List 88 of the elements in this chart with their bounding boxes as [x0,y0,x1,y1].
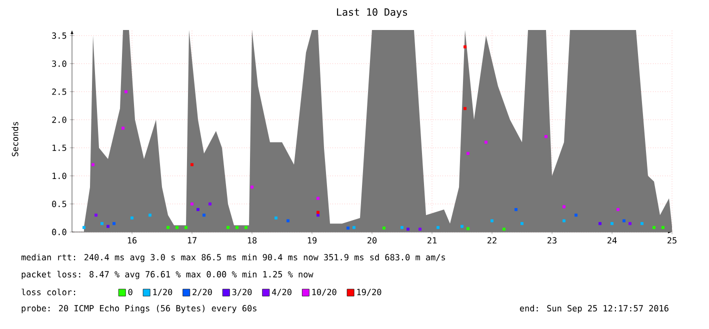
point [244,226,248,230]
point [464,45,467,48]
x-tick-label: 23 [548,237,556,244]
point [616,208,620,212]
point [652,226,656,230]
point [236,226,239,230]
point [100,222,104,226]
x-tick-label: 21 [428,237,437,244]
point [346,226,350,230]
point [122,126,124,130]
legend-title: loss color: [22,288,76,296]
point [502,228,506,231]
point [610,222,614,226]
x-tick-label: 19 [308,237,317,244]
legend-label: 4/20 [272,288,292,296]
point [130,216,134,220]
y-axis-title: Seconds [12,122,18,156]
legend-label: 1/20 [153,288,172,296]
point [106,224,110,228]
point [316,214,320,217]
point [662,226,665,230]
point [466,227,470,230]
legend-label: 10/20 [312,288,336,296]
point [250,186,254,189]
point [94,214,98,217]
y-tick-label: 3.5 [52,32,66,39]
text: probe: 20 ICMP Echo Pings (56 Bytes) every 60s [22,304,256,314]
point [226,226,230,230]
point [196,208,200,212]
point [640,222,644,226]
point [382,226,386,230]
x-tick-label: 25 [668,237,676,244]
point [514,208,518,212]
point [628,222,632,226]
point [520,222,524,226]
x-tick-label: 22 [488,237,496,244]
point [562,205,566,208]
point [176,226,178,230]
x-tick-label: 20 [368,237,377,244]
y-tick-label: 0.0 [52,228,66,236]
point [490,219,494,222]
point [544,135,548,138]
point [418,228,422,231]
point [574,214,578,217]
point [166,226,170,230]
point [562,219,566,222]
text: end: Sun Sep 25 12:17:57 2016 [520,304,668,314]
chart-title: Last 10 Days [337,8,408,18]
point [82,226,86,230]
point [148,214,152,217]
point [112,222,116,226]
point [274,216,278,220]
point [316,196,320,200]
legend-label: 3/20 [232,288,252,296]
x-tick-label: 18 [248,237,257,244]
y-tick-label: 2.5 [52,88,66,95]
point [184,226,188,230]
point [464,107,467,110]
point [598,222,602,226]
y-tick-label: 3.0 [52,60,66,67]
point [406,228,410,231]
y-tick-label: 1.0 [52,172,66,180]
legend-label: 19/20 [357,288,382,296]
legend-label: 2/20 [192,288,212,296]
point [92,163,94,166]
point [208,202,212,206]
point [202,214,206,217]
y-tick-label: 1.5 [52,144,66,151]
x-tick-label: 16 [128,237,137,244]
legend-label: 0 [128,288,132,296]
y-tick-label: 2.0 [52,116,66,123]
point [466,152,470,155]
point [400,226,404,230]
point [460,224,464,228]
point [484,140,488,144]
text: median rtt: 240.4 ms avg 3.0 s max 86.5 ms min 90.4 ms now 351.9 ms sd 683.0 m am/s [21,254,446,262]
point [352,226,356,230]
text: packet loss: 8.47 % avg 76.61 % max 0.00 % min 1.25 % now [22,270,314,280]
point [124,90,128,94]
point [286,219,290,222]
x-tick-label: 17 [188,237,196,244]
x-tick-label: 24 [608,237,617,244]
y-tick-label: 0.5 [52,200,66,208]
point [190,202,194,206]
point [316,210,320,214]
point [436,226,440,230]
point [622,219,626,222]
point [190,163,194,166]
